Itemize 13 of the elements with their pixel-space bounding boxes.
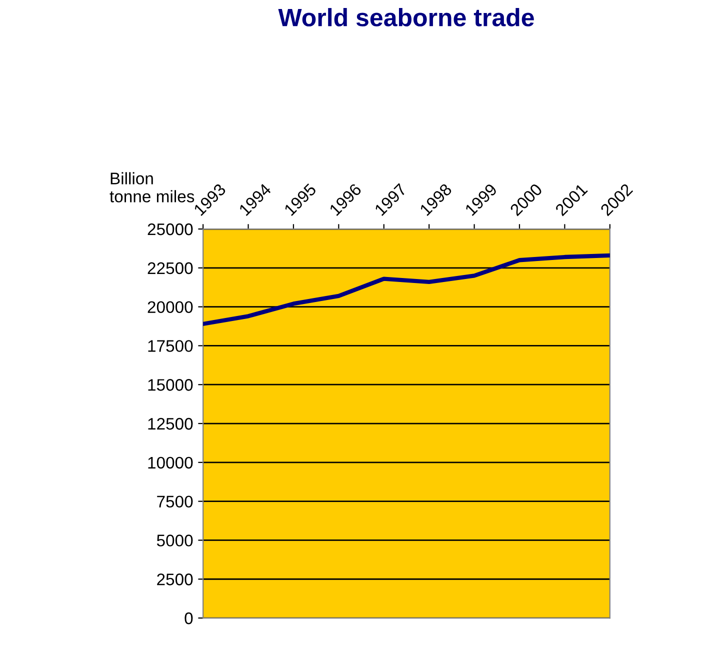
y-tick-label: 17500 [148,340,193,352]
y-tick-label: 10000 [148,456,193,469]
y-tick-label: 20000 [148,301,193,314]
y-tick-label: 25000 [148,223,193,236]
y-tick-label: 0 [184,612,193,624]
y-tick-label: 2500 [157,574,193,586]
chart-title: World seaborne trade [278,8,534,26]
y-tick-label: 12500 [148,418,193,430]
y-tick-label: 7500 [157,496,193,508]
y-tick-label: 5000 [156,534,193,546]
y-tick-label: 15000 [148,379,193,391]
y-axis-title: Billion tonne miles [110,172,194,202]
y-tick-label: 22500 [148,262,193,274]
